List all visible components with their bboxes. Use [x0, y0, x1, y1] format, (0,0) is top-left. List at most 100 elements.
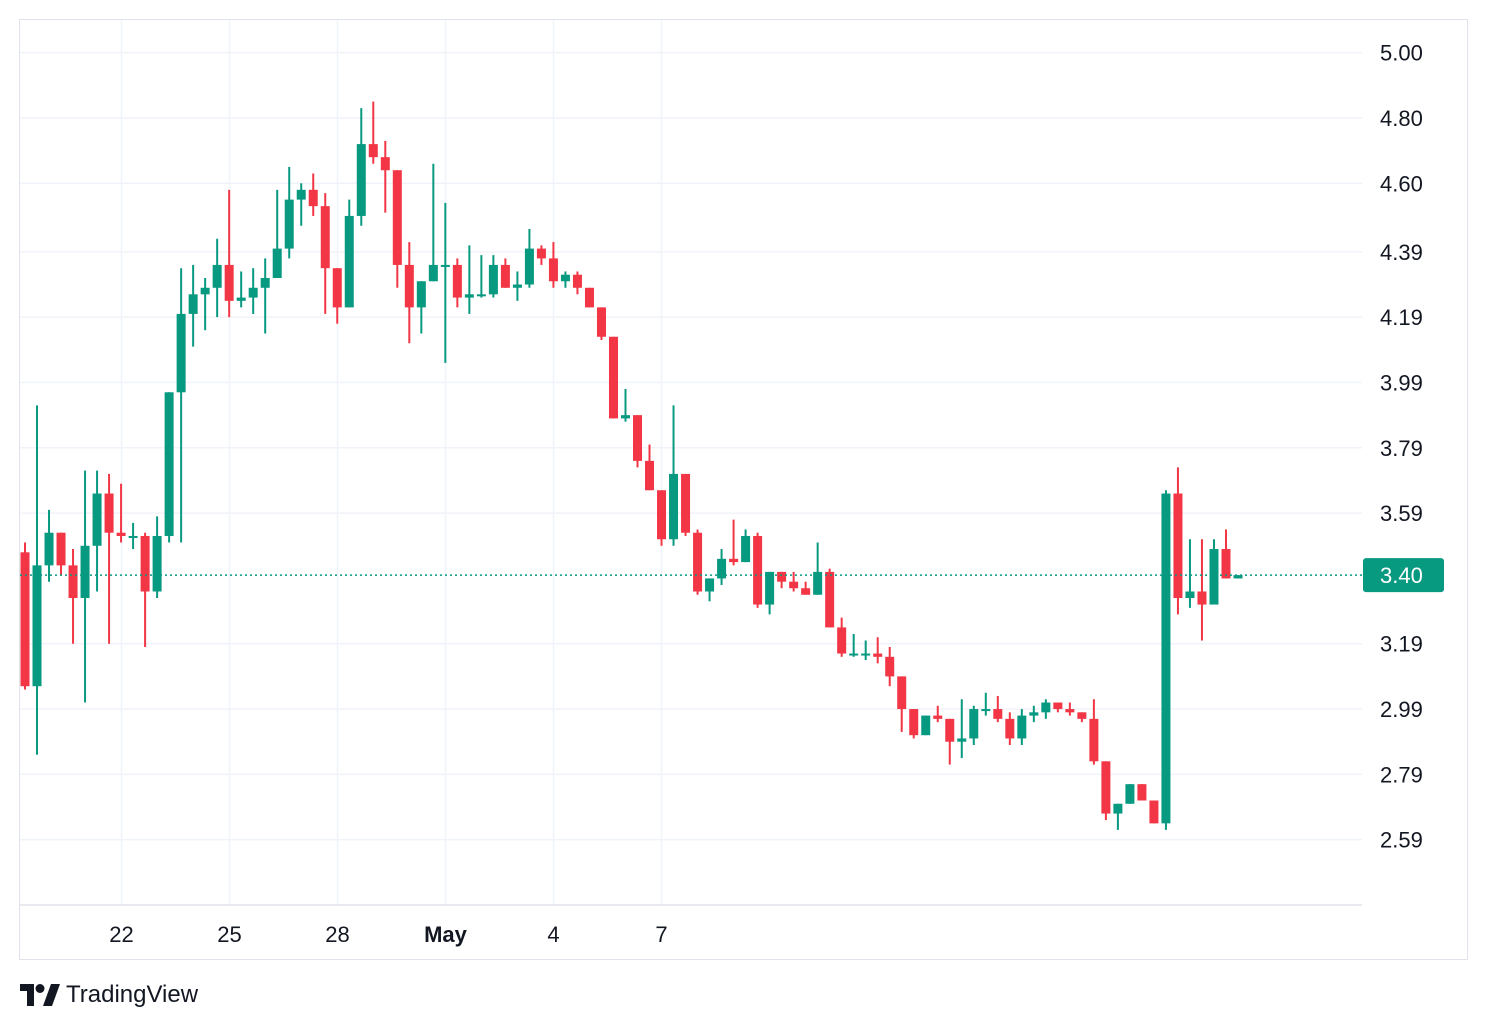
- candle-up: [741, 529, 751, 563]
- candle-body: [849, 653, 859, 656]
- candle-down: [789, 571, 799, 592]
- brand[interactable]: TradingView: [20, 980, 198, 1010]
- candle-up: [476, 255, 486, 298]
- x-tick-label: 25: [217, 922, 241, 947]
- candle-up: [248, 268, 258, 314]
- candle-body: [200, 287, 210, 295]
- candle-body: [104, 493, 114, 533]
- candle-up: [344, 199, 354, 308]
- candle-up: [236, 271, 246, 308]
- candle-down: [1089, 699, 1099, 765]
- candle-down: [1149, 800, 1159, 824]
- candle-up: [705, 578, 715, 602]
- x-tick-label: 28: [325, 922, 349, 947]
- candle-down: [452, 258, 462, 308]
- y-tick-label: 3.19: [1380, 632, 1423, 657]
- candle-up: [176, 268, 186, 543]
- candle-body: [488, 264, 498, 295]
- candlestick-chart[interactable]: 5.00 4.80 4.60 4.39 4.19 3.99 3.79 3.59 3.19 2.99…: [0, 0, 1488, 970]
- candle-body: [825, 571, 835, 628]
- x-tick-label: 22: [109, 922, 133, 947]
- candle-down: [308, 173, 318, 216]
- y-tick-label: 3.99: [1380, 370, 1423, 395]
- candle-body: [861, 653, 871, 656]
- candle-down: [1101, 761, 1111, 821]
- grid-lines: [20, 20, 1362, 905]
- candle-down: [68, 549, 78, 644]
- candle-up: [560, 271, 570, 288]
- candle-up: [1185, 539, 1195, 608]
- candle-down: [633, 415, 643, 468]
- candle-body: [885, 656, 895, 677]
- candle-up: [92, 470, 102, 592]
- tradingview-logo-icon: [20, 984, 60, 1006]
- candle-up: [188, 264, 198, 347]
- candle-up: [200, 277, 210, 331]
- candle-down: [753, 532, 763, 608]
- candle-body: [1089, 718, 1099, 762]
- candle-body: [428, 264, 438, 282]
- candle-body: [584, 287, 594, 308]
- candle-body: [1113, 803, 1123, 814]
- candle-body: [272, 248, 282, 278]
- candle-down: [945, 718, 955, 765]
- x-tick-label: 7: [655, 922, 667, 947]
- candle-down: [548, 242, 558, 288]
- candle-down: [1221, 529, 1231, 579]
- candle-body: [777, 571, 787, 582]
- axes: 5.00 4.80 4.60 4.39 4.19 3.99 3.79 3.59 3.19 2.99…: [20, 41, 1423, 947]
- candle-body: [80, 545, 90, 599]
- candle-body: [945, 718, 955, 742]
- candle-body: [753, 535, 763, 605]
- candle-up: [765, 571, 775, 615]
- candle-body: [1161, 493, 1171, 824]
- candle-body: [657, 490, 667, 540]
- candle-up: [32, 405, 42, 755]
- candle-body: [1041, 702, 1051, 713]
- current-price-badge: 3.40: [1363, 558, 1444, 593]
- candle-up: [512, 271, 522, 301]
- y-tick-label: 4.80: [1380, 106, 1423, 131]
- candle-up: [284, 166, 294, 259]
- candle-up: [524, 229, 534, 288]
- candle-down: [897, 676, 907, 732]
- candle-body: [1101, 761, 1111, 814]
- candle-body: [452, 264, 462, 298]
- candle-down: [56, 532, 66, 576]
- candle-body: [1125, 784, 1135, 804]
- candle-down: [608, 336, 618, 419]
- candle-up: [464, 245, 474, 314]
- candle-up: [1125, 784, 1135, 804]
- candle-body: [32, 565, 42, 687]
- candle-down: [885, 647, 895, 687]
- candle-body: [981, 709, 991, 712]
- candle-down: [777, 571, 787, 589]
- candle-down: [801, 581, 811, 595]
- candle-body: [44, 532, 54, 566]
- candle-up: [969, 705, 979, 745]
- candle-body: [717, 558, 727, 579]
- candle-down: [1053, 702, 1063, 713]
- candle-body: [1029, 712, 1039, 716]
- candle-body: [1065, 709, 1075, 713]
- candle-body: [524, 248, 534, 285]
- candle-up: [416, 281, 426, 334]
- candle-body: [1017, 715, 1027, 739]
- candle-body: [669, 473, 679, 540]
- candle-body: [440, 264, 450, 267]
- candle-body: [693, 532, 703, 592]
- candle-body: [68, 565, 78, 599]
- candle-body: [164, 392, 174, 536]
- candle-body: [813, 571, 823, 595]
- candle-body: [248, 287, 258, 298]
- candle-body: [789, 581, 799, 589]
- candle-body: [897, 676, 907, 710]
- candle-body: [320, 206, 330, 269]
- candle-down: [380, 140, 390, 213]
- candle-down: [1197, 539, 1207, 641]
- candle-body: [152, 535, 162, 592]
- y-tick-label: 4.60: [1380, 171, 1423, 196]
- candle-down: [536, 245, 546, 265]
- candle-up: [1161, 490, 1171, 830]
- candle-body: [356, 144, 366, 216]
